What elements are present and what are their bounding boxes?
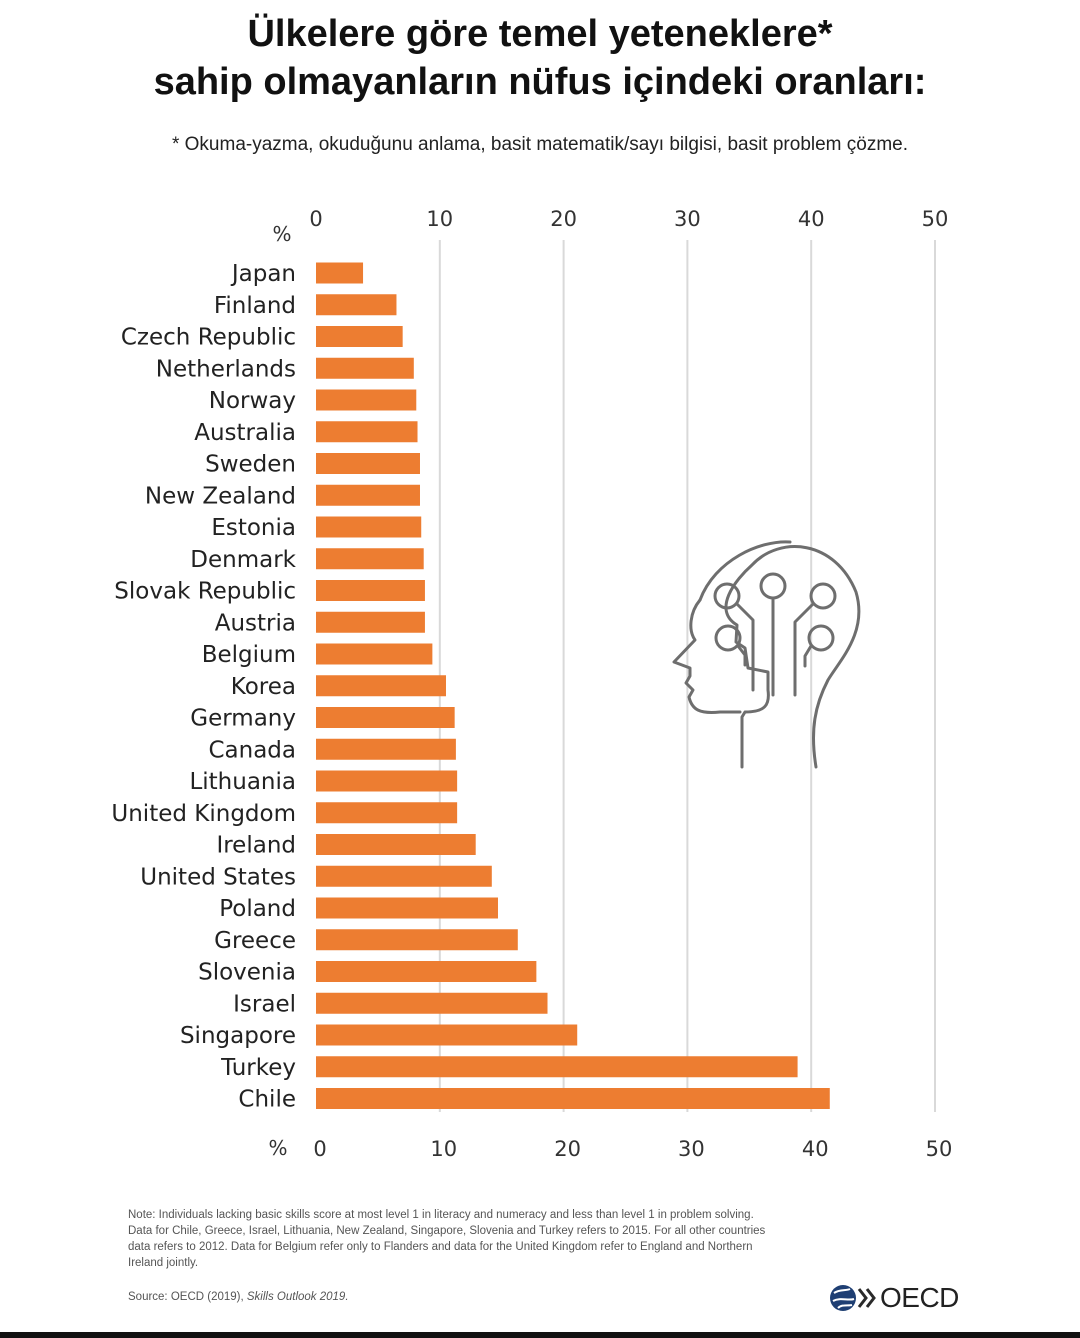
x-tick-label-top: 30 — [674, 207, 701, 231]
axis-ticks: 0 0 10 10 20 20 30 30 40 40 50 50%% — [268, 207, 952, 1161]
chart-note: Note: Individuals lacking basic skills s… — [128, 1207, 968, 1271]
category-label: Slovak Republic — [114, 579, 296, 605]
bar — [316, 992, 548, 1014]
category-label: United Kingdom — [111, 801, 296, 827]
unit-label-bottom: % — [268, 1136, 287, 1160]
x-tick-label-bottom: 10 — [430, 1137, 457, 1161]
x-tick-label-top: 0 — [309, 207, 322, 231]
bar — [316, 516, 422, 538]
x-tick-label-bottom: 0 — [313, 1137, 326, 1161]
oecd-logo: OECD — [828, 1281, 959, 1315]
logo-text: OECD — [880, 1282, 959, 1313]
category-label: Singapore — [180, 1023, 296, 1049]
chart-source: Source: OECD (2019), Skills Outlook 2019… — [128, 1291, 349, 1303]
category-label: Israel — [233, 991, 296, 1017]
bar — [316, 738, 456, 760]
bar — [316, 929, 518, 951]
category-label: Sweden — [205, 452, 296, 478]
x-tick-label-top: 50 — [922, 207, 949, 231]
unit-label-top: % — [272, 222, 291, 246]
bar — [316, 675, 446, 697]
category-label: Denmark — [190, 547, 296, 573]
category-label: Estonia — [211, 515, 296, 541]
note-line: data refers to 2012. Data for Belgium re… — [128, 1241, 753, 1253]
x-tick-label-bottom: 20 — [554, 1137, 581, 1161]
bar — [316, 802, 458, 824]
bar — [316, 897, 498, 919]
bar — [316, 961, 537, 982]
x-tick-label-top: 40 — [798, 207, 825, 231]
category-label: Australia — [194, 420, 296, 446]
note-line: Ireland jointly. — [128, 1257, 199, 1269]
note-line: Data for Chile, Greece, Israel, Lithuani… — [128, 1225, 766, 1237]
category-label: Norway — [209, 388, 296, 414]
bar — [316, 1056, 798, 1078]
bar — [316, 484, 420, 506]
bar — [316, 326, 403, 347]
category-label: Ireland — [216, 833, 296, 859]
category-label: Chile — [238, 1087, 296, 1113]
source-prefix: Source: OECD (2019), — [128, 1291, 247, 1303]
category-label: Korea — [231, 674, 296, 700]
category-label: Poland — [219, 896, 296, 922]
category-labels: Japan Finland Czech Republic Netherlands Nor… — [111, 261, 296, 1113]
category-label: Austria — [215, 610, 296, 636]
x-tick-label-bottom: 50 — [926, 1137, 953, 1161]
category-label: Lithuania — [189, 769, 296, 795]
bar — [316, 421, 418, 443]
x-tick-label-top: 10 — [426, 207, 453, 231]
category-label: Czech Republic — [121, 325, 296, 351]
category-label: Belgium — [202, 642, 296, 668]
category-label: Greece — [214, 928, 296, 954]
category-label: United States — [140, 864, 296, 890]
x-tick-label-bottom: 40 — [802, 1137, 829, 1161]
bar — [316, 1024, 578, 1046]
bar — [316, 1088, 830, 1109]
bar — [316, 262, 364, 284]
category-label: New Zealand — [145, 483, 296, 509]
head-circuit-icon — [672, 540, 861, 769]
bar — [316, 707, 455, 728]
bars — [316, 262, 830, 1109]
category-label: Netherlands — [156, 356, 296, 382]
bar-chart: Japan Finland Czech Republic Netherlands Nor… — [111, 207, 952, 1161]
source-title: Skills Outlook 2019. — [246, 1291, 349, 1303]
bar — [316, 834, 476, 855]
category-label: Canada — [208, 737, 296, 763]
category-label: Finland — [214, 293, 296, 319]
bar — [316, 294, 397, 316]
category-label: Turkey — [220, 1055, 296, 1081]
title-line-1: Ülkelere göre temel yeteneklere* — [247, 13, 833, 55]
title-line-2: sahip olmayanların nüfus içindeki oranla… — [153, 61, 927, 103]
x-tick-label-top: 20 — [550, 207, 577, 231]
bar — [316, 865, 492, 887]
bar — [316, 453, 420, 474]
bar — [316, 611, 425, 633]
bar — [316, 357, 414, 379]
category-label: Slovenia — [198, 960, 296, 986]
globe-icon — [830, 1285, 876, 1311]
x-tick-label-bottom: 30 — [678, 1137, 705, 1161]
bottom-border — [0, 1332, 1080, 1338]
bar — [316, 770, 458, 792]
category-label: Japan — [230, 261, 296, 287]
bar — [316, 548, 424, 570]
bar — [316, 580, 425, 601]
category-label: Germany — [190, 706, 296, 732]
note-line: Note: Individuals lacking basic skills s… — [128, 1209, 754, 1221]
bar — [316, 389, 417, 411]
chart-title: Ülkelere göre temel yeteneklere* sahip o… — [0, 10, 1080, 106]
bar — [316, 643, 433, 665]
chart-subtitle: * Okuma-yazma, okuduğunu anlama, basit m… — [171, 134, 909, 155]
